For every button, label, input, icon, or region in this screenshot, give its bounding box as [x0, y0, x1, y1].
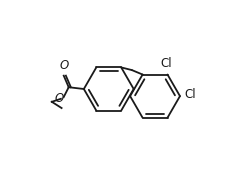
Text: Cl: Cl: [184, 88, 196, 101]
Text: O: O: [59, 59, 69, 72]
Text: O: O: [54, 92, 63, 105]
Text: Cl: Cl: [161, 57, 172, 70]
